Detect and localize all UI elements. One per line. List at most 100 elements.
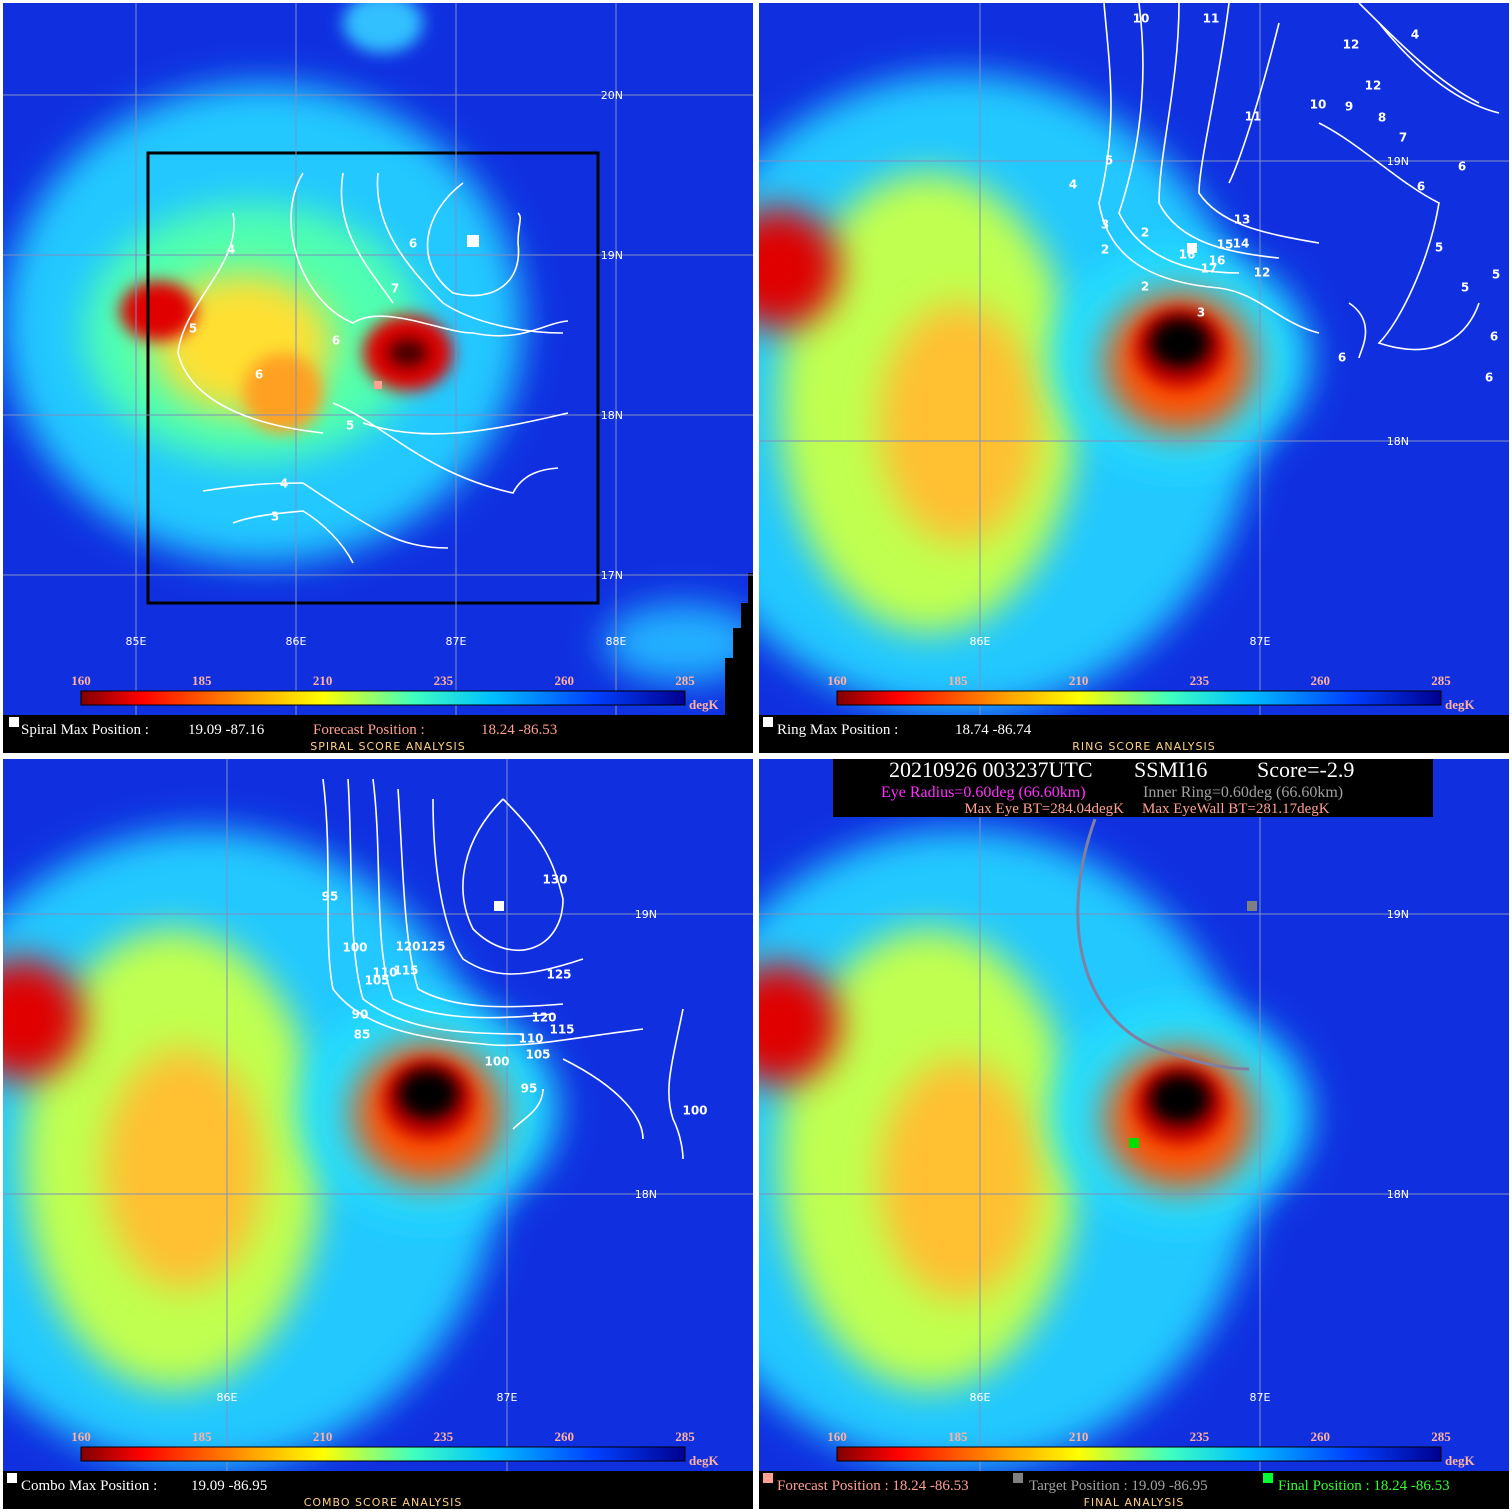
colorbar bbox=[80, 690, 686, 706]
contour-label: 5 bbox=[1492, 268, 1500, 282]
colorbar-tick-label: 185 bbox=[948, 673, 968, 688]
colorbar-tick-label: 260 bbox=[1310, 1429, 1330, 1444]
contour-label: 16 bbox=[1179, 248, 1196, 262]
lon-label: 85E bbox=[126, 635, 147, 648]
lat-label: 18N bbox=[635, 1188, 657, 1201]
contour-label: 11 bbox=[1245, 110, 1262, 124]
colorbar-unit: degK bbox=[1445, 697, 1476, 712]
contour-label: 10 bbox=[1310, 98, 1327, 112]
colorbar-tick-label: 210 bbox=[313, 673, 333, 688]
contour-line bbox=[376, 172, 564, 334]
colorbar-tick-label: 285 bbox=[1431, 1429, 1451, 1444]
colorbar bbox=[836, 1446, 1442, 1462]
contour-label: 115 bbox=[393, 964, 418, 978]
header-text: Eye Radius=0.60deg (66.60km) bbox=[881, 784, 1086, 801]
brightness-blob bbox=[879, 1059, 1039, 1299]
contour-label: 6 bbox=[255, 368, 263, 382]
brightness-blob bbox=[120, 281, 196, 341]
colorbar-tick-label: 235 bbox=[1190, 1429, 1210, 1444]
legend-swatch bbox=[1013, 1473, 1023, 1483]
contour-label: 95 bbox=[521, 1082, 538, 1096]
colorbar-tick-label: 260 bbox=[1310, 673, 1330, 688]
colorbar bbox=[836, 690, 1442, 706]
contour-label: 115 bbox=[549, 1023, 574, 1037]
info-text: Final Position : 18.24 -86.53 bbox=[1278, 1478, 1450, 1494]
lon-label: 87E bbox=[446, 635, 467, 648]
panel-footer: SPIRAL SCORE ANALYSIS bbox=[310, 740, 466, 753]
info-strip bbox=[759, 715, 1509, 753]
contour-label: 130 bbox=[542, 873, 567, 887]
legend-swatch bbox=[1263, 1473, 1273, 1483]
colorbar-tick-label: 160 bbox=[71, 1429, 91, 1444]
info-text: Target Position : 19.09 -86.95 bbox=[1029, 1478, 1208, 1494]
lat-label: 19N bbox=[635, 908, 657, 921]
contour-line bbox=[1228, 22, 1280, 184]
brightness-blob bbox=[879, 303, 1039, 543]
contour-label: 12 bbox=[1254, 266, 1271, 280]
contour-line bbox=[1198, 3, 1320, 244]
lat-label: 19N bbox=[1387, 155, 1409, 168]
contour-label: 7 bbox=[391, 282, 399, 296]
colorbar-unit: degK bbox=[1445, 1453, 1476, 1468]
position-marker bbox=[494, 901, 504, 911]
contour-line bbox=[426, 182, 521, 297]
contour-label: 4 bbox=[227, 243, 235, 257]
lon-label: 86E bbox=[286, 635, 307, 648]
lon-label: 87E bbox=[1250, 635, 1271, 648]
contour-label: 2 bbox=[1141, 280, 1149, 294]
contour-label: 120 bbox=[531, 1011, 556, 1025]
contour-label: 11 bbox=[1203, 12, 1220, 26]
brightness-blob bbox=[1150, 1074, 1210, 1124]
contour-label: 3 bbox=[1197, 306, 1205, 320]
contour-label: 5 bbox=[346, 419, 354, 433]
position-marker bbox=[374, 381, 382, 389]
info-text: Combo Max Position : bbox=[21, 1478, 157, 1494]
header-text: Max EyeWall BT=281.17degK bbox=[1142, 801, 1330, 817]
position-marker bbox=[1247, 901, 1257, 911]
lat-label: 19N bbox=[601, 249, 623, 262]
contour-label: 16 bbox=[1209, 254, 1226, 268]
legend-swatch bbox=[763, 717, 773, 727]
legend-swatch bbox=[763, 1473, 773, 1483]
contour-line bbox=[340, 172, 394, 304]
panel: 4 5 6 6 5 4 3 7 6 20N 19N 18N 17N 85E 86E 87E 88E 160 185 2… bbox=[3, 3, 753, 753]
header-box bbox=[833, 759, 1433, 817]
colorbar-tick-label: 235 bbox=[1190, 673, 1210, 688]
colorbar-unit: degK bbox=[689, 697, 720, 712]
contour-label: 3 bbox=[1101, 218, 1109, 232]
lat-label: 18N bbox=[601, 409, 623, 422]
brightness-blob bbox=[1150, 318, 1210, 368]
no-data-edge bbox=[725, 573, 753, 715]
info-text: Forecast Position : bbox=[313, 722, 425, 738]
contour-label: 5 bbox=[1105, 154, 1113, 168]
contour-label: 8 bbox=[1378, 111, 1386, 125]
lon-label: 86E bbox=[217, 1391, 238, 1404]
contour-label: 125 bbox=[420, 940, 445, 954]
brightness-blob bbox=[3, 959, 83, 1079]
brightness-blob bbox=[603, 603, 753, 683]
colorbar-tick-label: 185 bbox=[192, 673, 212, 688]
info-text: Spiral Max Position : bbox=[21, 722, 149, 738]
contour-line bbox=[1098, 3, 1320, 334]
contour-line bbox=[372, 778, 554, 1019]
colorbar-tick-label: 260 bbox=[554, 673, 574, 688]
colorbar-tick-label: 285 bbox=[675, 673, 695, 688]
panel-footer: RING SCORE ANALYSIS bbox=[1072, 740, 1215, 753]
contour-label: 6 bbox=[1490, 330, 1498, 344]
contour-label: 6 bbox=[1417, 180, 1425, 194]
satellite-image bbox=[759, 759, 1509, 1471]
colorbar-tick-label: 210 bbox=[1069, 673, 1089, 688]
contour-label: 17 bbox=[1201, 262, 1218, 276]
lat-label: 17N bbox=[601, 569, 623, 582]
contour-label: 85 bbox=[354, 1028, 371, 1042]
satellite-image bbox=[759, 3, 1509, 715]
brightness-blob bbox=[388, 339, 428, 367]
contour-label: 95 bbox=[322, 890, 339, 904]
lon-label: 86E bbox=[970, 1391, 991, 1404]
colorbar-tick-label: 210 bbox=[313, 1429, 333, 1444]
contour-line bbox=[332, 402, 559, 494]
contour-label: 110 bbox=[518, 1032, 543, 1046]
contour-line bbox=[432, 798, 584, 975]
